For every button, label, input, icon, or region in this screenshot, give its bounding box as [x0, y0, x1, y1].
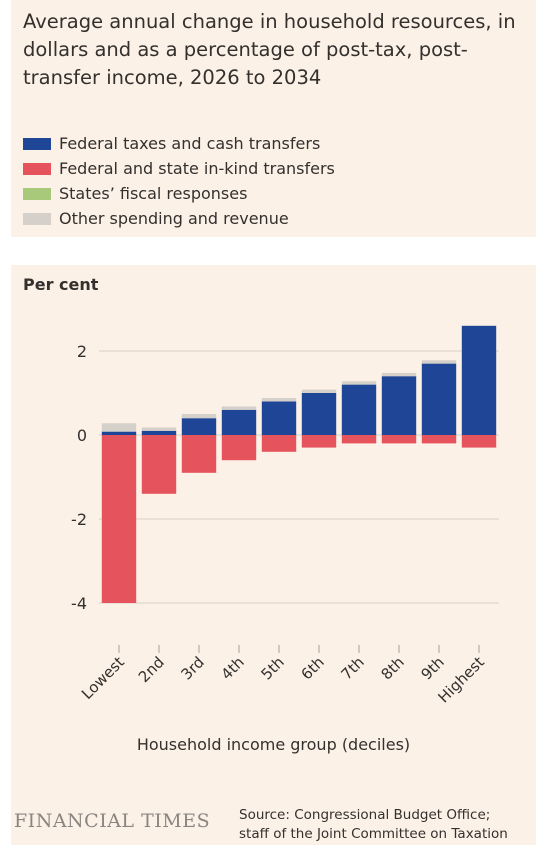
- legend-label: Federal taxes and cash transfers: [59, 134, 321, 153]
- bar-segment: [461, 325, 497, 435]
- legend-label: Federal and state in-kind transfers: [59, 159, 335, 178]
- legend-label: Other spending and revenue: [59, 209, 289, 228]
- legend-item: Other spending and revenue: [23, 206, 335, 231]
- x-tick-label: 3rd: [177, 653, 207, 683]
- bar-segment: [221, 406, 257, 410]
- bar-segment: [181, 435, 217, 473]
- bar-segment: [381, 435, 417, 444]
- bar-segment: [381, 376, 417, 435]
- y-tick-label: -2: [71, 510, 87, 529]
- bar-segment: [181, 418, 217, 435]
- bar-segment: [261, 401, 297, 435]
- legend-swatch: [23, 162, 51, 175]
- legend: Federal taxes and cash transfers Federal…: [23, 131, 335, 231]
- y-tick-label: 2: [77, 342, 87, 361]
- title-legend-panel: Average annual change in household resou…: [11, 0, 536, 237]
- bar-segment: [341, 384, 377, 435]
- chart-panel: 2 0 -2 -4 Lowest 2nd 3rd 4th 5th 6th 7th 8th 9th High…: [11, 265, 536, 845]
- legend-label: States’ fiscal responses: [59, 184, 248, 203]
- bar-segment: [101, 423, 137, 432]
- source-line: Source: Congressional Budget Office;: [239, 807, 491, 823]
- x-tick-label: 7th: [337, 653, 367, 683]
- source-line: staff of the Joint Committee on Taxation: [239, 826, 508, 842]
- legend-item: States’ fiscal responses: [23, 181, 335, 206]
- bar-segment: [221, 435, 257, 461]
- x-tick-label: 4th: [217, 653, 247, 683]
- bar-segment: [221, 409, 257, 435]
- y-axis-title: Per cent: [23, 275, 99, 294]
- bar-segment: [421, 360, 457, 364]
- bar-segment: [141, 427, 177, 431]
- x-tick-label: Lowest: [78, 653, 128, 703]
- bar-segment: [421, 435, 457, 444]
- bar-segment: [381, 372, 417, 377]
- x-tick-label: 9th: [417, 653, 447, 683]
- chart-title: Average annual change in household resou…: [23, 10, 516, 89]
- bar-segment: [301, 393, 337, 435]
- legend-swatch: [23, 137, 51, 150]
- bar-segment: [301, 389, 337, 393]
- legend-swatch: [23, 212, 51, 225]
- x-tick-label: 5th: [257, 653, 287, 683]
- x-tick-label: 2nd: [135, 653, 168, 686]
- bar-segment: [101, 431, 137, 435]
- bar-segment: [261, 398, 297, 402]
- bar-segment: [141, 435, 177, 494]
- bar-segment: [301, 435, 337, 448]
- ft-logo: FINANCIAL TIMES: [14, 810, 211, 832]
- bar-segment: [181, 414, 217, 419]
- bar-segment: [341, 381, 377, 385]
- legend-item: Federal taxes and cash transfers: [23, 131, 335, 156]
- bar-segment: [341, 435, 377, 444]
- bar-segment: [421, 363, 457, 435]
- x-axis-title: Household income group (deciles): [136, 735, 411, 754]
- bar-segment: [141, 430, 177, 435]
- source-note: Source: Congressional Budget Office; sta…: [239, 806, 508, 844]
- y-tick-label: -4: [71, 594, 87, 613]
- bar-segment: [101, 435, 137, 603]
- x-tick-label: 6th: [297, 653, 327, 683]
- x-tick-label: 8th: [377, 653, 407, 683]
- bar-segment: [461, 435, 497, 448]
- bar-segment: [261, 435, 297, 452]
- legend-item: Federal and state in-kind transfers: [23, 156, 335, 181]
- y-tick-label: 0: [77, 426, 87, 445]
- legend-swatch: [23, 187, 51, 200]
